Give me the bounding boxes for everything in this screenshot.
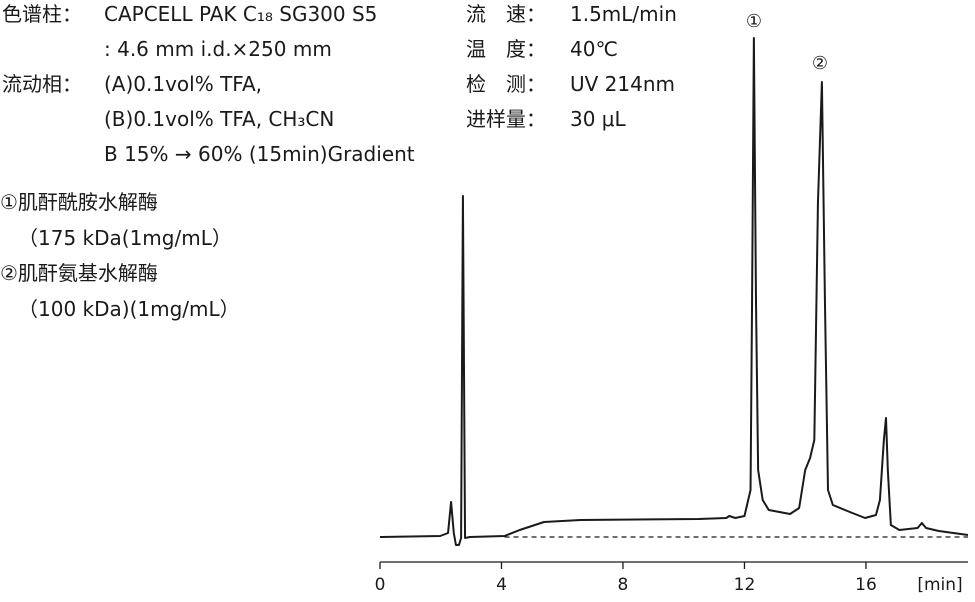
condition-value: (B)0.1vol% TFA, CH₃CN [104,107,335,131]
condition-value: : 4.6 mm i.d.×250 mm [104,37,332,61]
condition-label: 色谱柱： [2,2,82,26]
condition-label: 进样量： [466,107,546,131]
sample-label: （100 kDa)(1mg/mL） [18,297,240,322]
sample-label: ①肌酐酰胺水解酶 [0,190,158,214]
condition-value: 40℃ [570,37,618,61]
x-tick-label: 12 [734,575,756,595]
condition-label: 检 测： [466,72,546,96]
condition-value: B 15% → 60% (15min)Gradient [104,142,415,166]
sample-label: （175 kDa(1mg/mL） [18,225,232,250]
x-axis-label: [min] [917,575,962,595]
peak-label: ② [812,53,828,74]
x-tick-label: 4 [496,575,507,595]
trace [379,37,969,546]
condition-label: 温 度： [466,37,546,61]
x-tick-label: 0 [375,575,386,595]
x-tick-label: 8 [618,575,629,595]
sample-label: ②肌酐氨基水解酶 [0,261,158,286]
x-tick-label: 16 [855,575,877,595]
condition-value: UV 214nm [570,72,676,96]
condition-label: 流 速： [466,2,546,26]
condition-value: (A)0.1vol% TFA, [104,72,263,96]
condition-value: 30 μL [570,107,626,131]
peak-label: ① [746,11,762,32]
condition-value: CAPCELL PAK C₁₈ SG300 S5 [104,2,378,26]
condition-value: 1.5mL/min [570,2,677,26]
condition-label: 流动相： [2,72,82,96]
